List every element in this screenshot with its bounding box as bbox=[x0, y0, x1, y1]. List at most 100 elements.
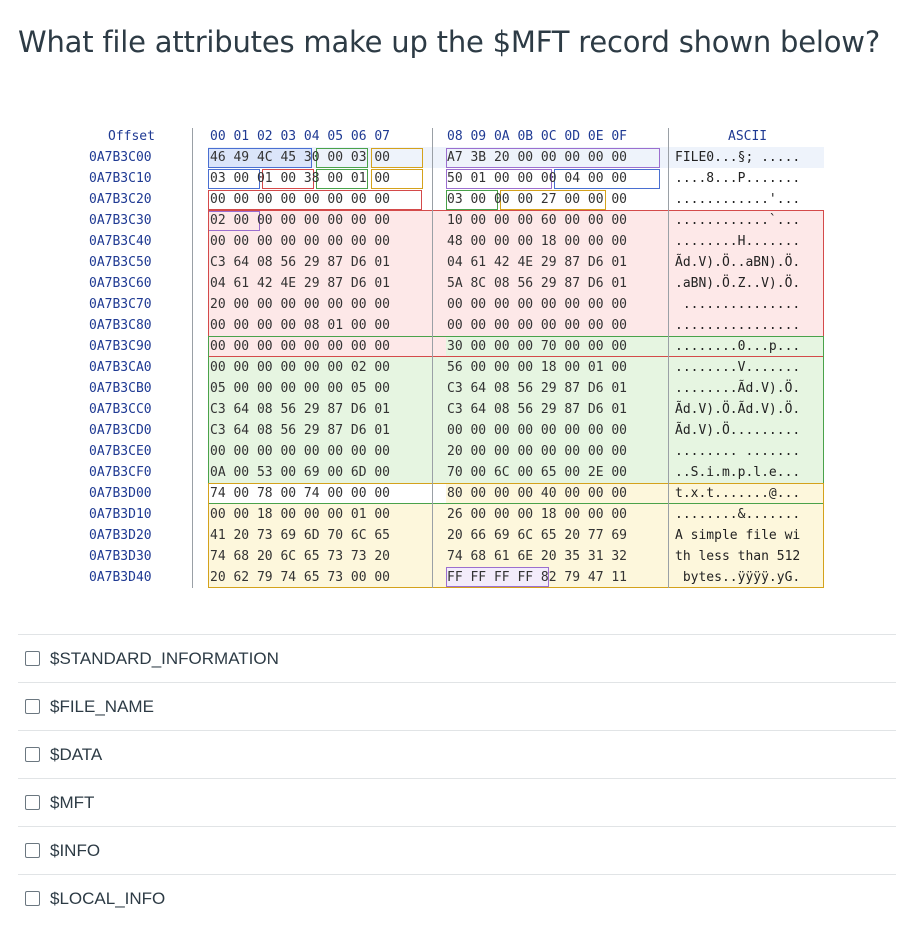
ascii-header: ASCII bbox=[728, 129, 768, 144]
row-hex-high: A7 3B 20 00 00 00 00 00 bbox=[447, 150, 628, 165]
row-hex-low: 00 00 00 00 00 00 02 00 bbox=[210, 360, 391, 375]
row-hex-high: 20 66 69 6C 65 20 77 69 bbox=[447, 528, 628, 543]
row-hex-low: 74 68 20 6C 65 73 73 20 bbox=[210, 549, 391, 564]
row-hex-low: 05 00 00 00 00 00 05 00 bbox=[210, 381, 391, 396]
row-hex-high: 74 68 61 6E 20 35 31 32 bbox=[447, 549, 628, 564]
record-header-region bbox=[208, 147, 824, 168]
answer-option[interactable]: $LOCAL_INFO bbox=[18, 874, 896, 922]
row-ascii: th less than 512 bbox=[675, 549, 801, 564]
sequence-box bbox=[208, 169, 260, 189]
row-hex-high: 26 00 00 00 18 00 00 00 bbox=[447, 507, 628, 522]
row-ascii: Ãd.V).Ö..aBN).Ö. bbox=[675, 255, 801, 270]
row-offset: 0A7B3C60 bbox=[89, 276, 152, 291]
row-hex-low: C3 64 08 56 29 87 D6 01 bbox=[210, 255, 391, 270]
row-ascii: .aBN).Ö.Z..V).Ö. bbox=[675, 276, 801, 291]
row-hex-high: 00 00 00 00 00 00 00 00 bbox=[447, 423, 628, 438]
lsn-box bbox=[446, 148, 660, 168]
answer-checkbox[interactable] bbox=[25, 891, 40, 906]
row-hex-high: 50 01 00 00 00 04 00 00 bbox=[447, 171, 628, 186]
row-hex-low: 00 00 00 00 00 00 00 00 bbox=[210, 192, 391, 207]
row-hex-low: 00 00 00 00 08 01 00 00 bbox=[210, 318, 391, 333]
alloc-size-box bbox=[554, 169, 660, 189]
row-ascii: ....8...P....... bbox=[675, 171, 801, 186]
row-hex-low: 74 00 78 00 74 00 00 00 bbox=[210, 486, 391, 501]
row-offset: 0A7B3D40 bbox=[89, 570, 152, 585]
row-ascii: bytes..ÿÿÿÿ.yG. bbox=[675, 570, 801, 585]
row-hex-low: 41 20 73 69 6D 70 6C 65 bbox=[210, 528, 391, 543]
row-hex-high: 03 00 00 00 27 00 00 00 bbox=[447, 192, 628, 207]
standard-information-outline bbox=[208, 210, 824, 357]
link-count-box bbox=[262, 169, 314, 189]
answer-checkbox[interactable] bbox=[25, 747, 40, 762]
separator-offset bbox=[192, 128, 193, 588]
row-offset: 0A7B3CA0 bbox=[89, 360, 152, 375]
row-ascii: ............'... bbox=[675, 192, 801, 207]
row-hex-low: 04 61 42 4E 29 87 D6 01 bbox=[210, 276, 391, 291]
answer-checkbox[interactable] bbox=[25, 699, 40, 714]
row-offset: 0A7B3C10 bbox=[89, 171, 152, 186]
row-offset: 0A7B3D30 bbox=[89, 549, 152, 564]
row-offset: 0A7B3CF0 bbox=[89, 465, 152, 480]
row-ascii: Ãd.V).Ö......... bbox=[675, 423, 801, 438]
used-size-box bbox=[446, 169, 552, 189]
row-hex-low: 46 49 4C 45 30 00 03 00 bbox=[210, 150, 391, 165]
answer-checkbox[interactable] bbox=[25, 651, 40, 666]
row-offset: 0A7B3CC0 bbox=[89, 402, 152, 417]
fixup-count-box bbox=[371, 148, 423, 168]
answer-checkbox[interactable] bbox=[25, 843, 40, 858]
row-hex-high: C3 64 08 56 29 87 D6 01 bbox=[447, 381, 628, 396]
row-ascii: ............... bbox=[675, 297, 801, 312]
row-hex-high: 70 00 6C 00 65 00 2E 00 bbox=[447, 465, 628, 480]
record-number-box bbox=[500, 190, 606, 210]
end-marker-box bbox=[446, 567, 549, 587]
first-attr-offset-box bbox=[316, 169, 368, 189]
next-attr-id-box bbox=[446, 190, 498, 210]
row-hex-high: 04 61 42 4E 29 87 D6 01 bbox=[447, 255, 628, 270]
row-hex-low: 0A 00 53 00 69 00 6D 00 bbox=[210, 465, 391, 480]
row-offset: 0A7B3C00 bbox=[89, 150, 152, 165]
answer-option[interactable]: $STANDARD_INFORMATION bbox=[18, 634, 896, 682]
row-hex-high: 48 00 00 00 18 00 00 00 bbox=[447, 234, 628, 249]
separator-ascii bbox=[668, 128, 669, 588]
answer-label: $INFO bbox=[50, 840, 101, 860]
row-hex-low: C3 64 08 56 29 87 D6 01 bbox=[210, 402, 391, 417]
file-name-region-2 bbox=[208, 357, 824, 483]
row-ascii: Ãd.V).Ö.Ãd.V).Ö. bbox=[675, 402, 801, 417]
row-offset: 0A7B3C50 bbox=[89, 255, 152, 270]
row-offset: 0A7B3C70 bbox=[89, 297, 152, 312]
row-ascii: ........V....... bbox=[675, 360, 801, 375]
answer-option[interactable]: $MFT bbox=[18, 778, 896, 826]
row-ascii: ........ ....... bbox=[675, 444, 801, 459]
row-hex-high: 10 00 00 00 60 00 00 00 bbox=[447, 213, 628, 228]
data-region bbox=[446, 483, 824, 504]
row-hex-low: 00 00 00 00 00 00 00 00 bbox=[210, 339, 391, 354]
fixup-offset-box bbox=[316, 148, 368, 168]
row-offset: 0A7B3CB0 bbox=[89, 381, 152, 396]
row-offset: 0A7B3C80 bbox=[89, 318, 152, 333]
row-offset: 0A7B3C90 bbox=[89, 339, 152, 354]
offset-header: Offset bbox=[108, 129, 155, 144]
row-hex-low: 00 00 18 00 00 00 01 00 bbox=[210, 507, 391, 522]
answer-label: $FILE_NAME bbox=[50, 696, 154, 716]
answer-option[interactable]: $FILE_NAME bbox=[18, 682, 896, 730]
row-offset: 0A7B3D00 bbox=[89, 486, 152, 501]
question-text: What file attributes make up the $MFT re… bbox=[18, 25, 881, 59]
row-ascii: A simple file wi bbox=[675, 528, 801, 543]
answer-option[interactable]: $INFO bbox=[18, 826, 896, 874]
row-hex-low: 20 00 00 00 00 00 00 00 bbox=[210, 297, 391, 312]
row-offset: 0A7B3CE0 bbox=[89, 444, 152, 459]
answer-label: $STANDARD_INFORMATION bbox=[50, 648, 279, 668]
answer-label: $MFT bbox=[50, 792, 95, 812]
answer-option[interactable]: $DATA bbox=[18, 730, 896, 778]
row-offset: 0A7B3CD0 bbox=[89, 423, 152, 438]
row-ascii: ............`... bbox=[675, 213, 801, 228]
answer-checkbox[interactable] bbox=[25, 795, 40, 810]
answer-label: $LOCAL_INFO bbox=[50, 888, 166, 908]
hex-header-1: 00 01 02 03 04 05 06 07 bbox=[210, 129, 391, 144]
row-offset: 0A7B3C40 bbox=[89, 234, 152, 249]
hex-header-2: 08 09 0A 0B 0C 0D 0E 0F bbox=[447, 129, 628, 144]
row-hex-high: 56 00 00 00 18 00 01 00 bbox=[447, 360, 628, 375]
row-hex-low: 02 00 00 00 00 00 00 00 bbox=[210, 213, 391, 228]
row-hex-high: 20 00 00 00 00 00 00 00 bbox=[447, 444, 628, 459]
answer-options: $STANDARD_INFORMATION $FILE_NAME $DATA $MFT… bbox=[18, 634, 896, 922]
